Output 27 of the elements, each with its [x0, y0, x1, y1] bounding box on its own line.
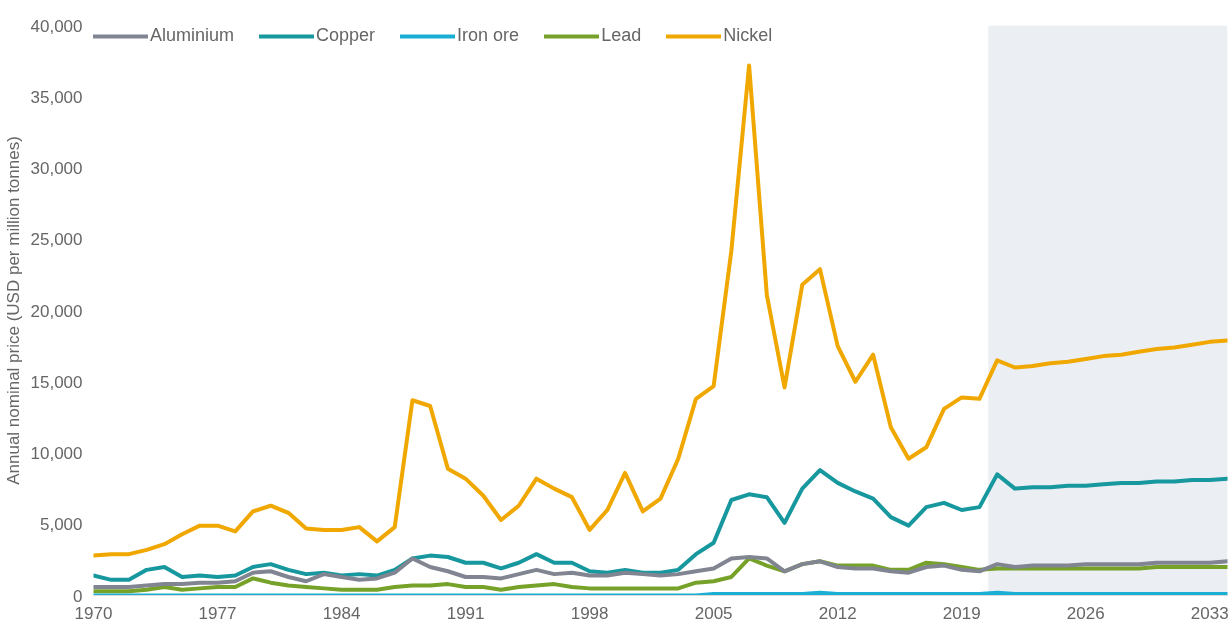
- y-tick-label: 5,000: [39, 515, 83, 535]
- x-tick-label: 2005: [694, 603, 733, 621]
- x-tick-label: 1998: [570, 603, 609, 621]
- legend-label: Aluminium: [150, 25, 235, 46]
- x-tick-label: 1970: [74, 603, 113, 621]
- y-tick-label: 10,000: [30, 444, 83, 463]
- x-tick-label: 1991: [446, 603, 485, 621]
- y-tick-label: 30,000: [30, 159, 83, 178]
- y-tick-label: 0: [73, 586, 83, 606]
- x-tick-label: 1984: [322, 603, 361, 621]
- x-tick-label: 2033: [1190, 603, 1229, 621]
- legend-label: Iron ore: [457, 25, 520, 46]
- y-tick-label: 20,000: [30, 301, 83, 321]
- x-tick-label: 2026: [1066, 603, 1105, 621]
- y-tick-label: 40,000: [30, 16, 83, 36]
- x-tick-label: 2019: [942, 603, 981, 621]
- line-series: [93, 63, 1228, 558]
- legend-label: Lead: [601, 25, 642, 46]
- line-series: [93, 468, 1228, 582]
- y-tick-label: 35,000: [30, 87, 83, 107]
- legend-label: Copper: [316, 25, 376, 46]
- y-tick-label: 25,000: [30, 230, 83, 250]
- y-axis-title: Annual nominal price (USD per million tonnes): [3, 136, 23, 485]
- x-tick-label: 2012: [818, 603, 857, 621]
- y-tick-label: 15,000: [30, 372, 83, 392]
- x-tick-label: 1977: [198, 603, 237, 621]
- legend-label: Nickel: [723, 25, 773, 46]
